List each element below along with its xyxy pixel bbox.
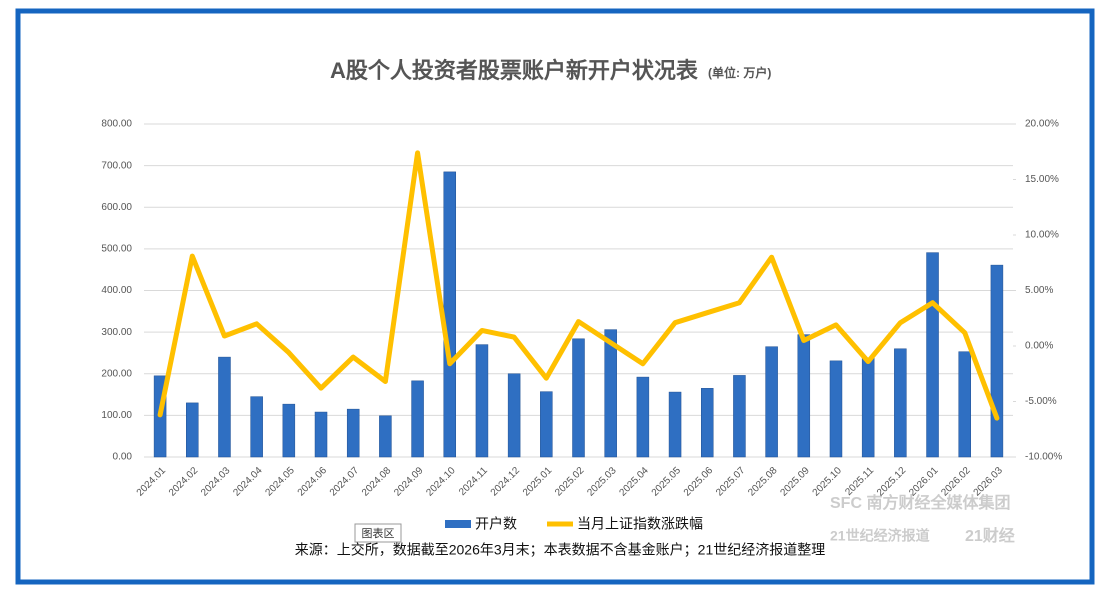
bar: [797, 334, 811, 458]
bar: [346, 408, 360, 458]
bar: [894, 348, 907, 458]
bar: [507, 373, 521, 458]
legend-swatch: [445, 520, 471, 528]
bar: [829, 360, 843, 458]
y2-tick-label: 0.00%: [1025, 341, 1053, 352]
bar: [443, 171, 457, 458]
y-tick-label: 700.00: [101, 160, 132, 171]
logo: 21财经: [965, 526, 1015, 545]
chart-title: A股个人投资者股票账户新开户状况表: [330, 58, 699, 83]
chart-subtitle: (单位: 万户): [708, 65, 771, 80]
frame-border: [15, 8, 1095, 585]
bar: [861, 357, 875, 458]
bar: [475, 344, 489, 458]
line: [157, 150, 1000, 421]
y-tick-label: 100.00: [101, 410, 132, 421]
y2-tick-label: 5.00%: [1025, 285, 1053, 296]
bar: [668, 391, 682, 458]
bar: [250, 396, 263, 458]
legend-label: 开户数: [475, 516, 517, 532]
y-tick-label: 300.00: [101, 327, 132, 338]
source-note: 来源：上交所，数据截至2026年3月末；本表数据不含基金账户；21世纪经济报道整…: [295, 542, 826, 559]
y-tick-label: 0.00: [113, 452, 133, 463]
bar: [700, 388, 714, 458]
tooltip: 图表区: [362, 526, 395, 540]
y2-tick-label: 20.00%: [1025, 119, 1059, 130]
logo: SFC 南方财经全媒体集团: [830, 493, 1010, 512]
bar: [411, 380, 424, 458]
logo: 21世纪经济报道: [830, 528, 930, 544]
bar: [733, 375, 746, 458]
bar: [765, 346, 778, 458]
bar: [186, 402, 199, 458]
y2-tick-label: 10.00%: [1025, 230, 1059, 241]
bar: [572, 338, 585, 458]
bar: [926, 252, 939, 458]
y-tick-label: 400.00: [101, 285, 132, 296]
bar: [282, 403, 296, 458]
y2-tick-label: -5.00%: [1025, 396, 1057, 407]
legend-label: 当月上证指数涨跌幅: [577, 516, 703, 532]
bar: [958, 351, 971, 458]
tooltip-box: [354, 523, 402, 543]
y-tick-label: 600.00: [101, 202, 132, 213]
y-tick-label: 200.00: [101, 368, 132, 379]
bar: [379, 415, 392, 458]
bar: [218, 356, 231, 458]
bar: [540, 391, 553, 458]
bar: [604, 329, 617, 458]
bar: [990, 264, 1004, 458]
y2-tick-label: 15.00%: [1025, 174, 1059, 185]
y-tick-label: 800.00: [101, 119, 132, 130]
bar: [314, 411, 328, 458]
y-tick-label: 500.00: [101, 244, 132, 255]
bar: [636, 376, 650, 458]
y2-tick-label: -10.00%: [1025, 452, 1062, 463]
